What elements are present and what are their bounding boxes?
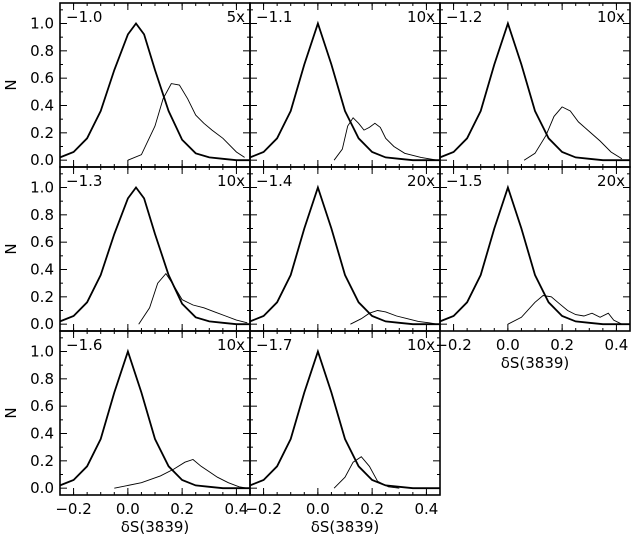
y-tick-label: 0.2 xyxy=(30,452,54,470)
y-tick-label: 0.2 xyxy=(30,124,54,142)
y-tick-label: 0.2 xyxy=(30,288,54,306)
y-tick-label: 1.0 xyxy=(30,179,54,197)
panel-label: −1.3 xyxy=(66,172,102,190)
panel-5 xyxy=(249,166,441,332)
panel-scale-label: 10x xyxy=(217,172,245,190)
panel-label: −1.1 xyxy=(256,8,292,26)
series-line-secondary xyxy=(114,458,248,489)
panel-4 xyxy=(59,166,251,332)
y-tick-label: 0.6 xyxy=(30,69,54,87)
series-line-secondary xyxy=(333,117,438,161)
x-axis-label: δS(3839) xyxy=(121,518,190,536)
series-line-main xyxy=(250,348,440,490)
panel-frame xyxy=(249,2,441,168)
panel-label: −1.6 xyxy=(66,336,102,354)
panel-scale-label: 10x xyxy=(407,336,435,354)
panel-label: −1.4 xyxy=(256,172,292,190)
x-tick-label: −0.2 xyxy=(245,500,281,518)
panel-frame xyxy=(59,166,251,332)
panel-label: −1.2 xyxy=(446,8,482,26)
x-tick-label: 0.0 xyxy=(496,336,520,354)
series-line-secondary xyxy=(127,83,245,161)
panel-scale-label: 10x xyxy=(597,8,625,26)
y-tick-label: 0.8 xyxy=(30,206,54,224)
y-tick-label: 0.8 xyxy=(30,42,54,60)
panel-2 xyxy=(249,2,441,168)
x-tick-label: 0.4 xyxy=(604,336,628,354)
panel-label: −1.5 xyxy=(446,172,482,190)
y-tick-label: 0.4 xyxy=(30,425,54,443)
panel-6 xyxy=(439,166,631,332)
panel-frame xyxy=(439,166,631,332)
y-tick-label: 0.0 xyxy=(30,315,54,333)
panel-scale-label: 20x xyxy=(597,172,625,190)
panel-3 xyxy=(439,2,631,168)
x-tick-label: 0.0 xyxy=(116,500,140,518)
panel-label: −1.0 xyxy=(66,8,102,26)
series-line-main xyxy=(250,184,440,326)
series-line-secondary xyxy=(507,295,623,325)
y-axis-label: N xyxy=(2,243,20,254)
y-axis-label: N xyxy=(2,407,20,418)
panel-frame xyxy=(59,2,251,168)
y-tick-label: 1.0 xyxy=(30,15,54,33)
x-tick-label: 0.4 xyxy=(224,500,248,518)
panel-8 xyxy=(249,330,441,496)
x-tick-label: 0.2 xyxy=(550,336,574,354)
series-line-main xyxy=(60,21,250,162)
x-tick-label: 0.0 xyxy=(306,500,330,518)
y-tick-label: 1.0 xyxy=(30,343,54,361)
series-line-main xyxy=(440,20,630,162)
panel-scale-label: 10x xyxy=(407,8,435,26)
series-line-secondary xyxy=(333,456,400,489)
x-axis-label: δS(3839) xyxy=(311,518,380,536)
series-line-main xyxy=(60,348,250,490)
x-tick-label: 0.4 xyxy=(414,500,438,518)
series-line-secondary xyxy=(523,106,623,161)
y-tick-label: 0.6 xyxy=(30,233,54,251)
panel-1 xyxy=(59,2,251,168)
y-tick-label: 0.4 xyxy=(30,261,54,279)
y-tick-label: 0.0 xyxy=(30,151,54,169)
x-axis-label: δS(3839) xyxy=(501,354,570,372)
x-tick-label: −0.2 xyxy=(435,336,471,354)
series-line-secondary xyxy=(138,272,248,325)
panel-scale-label: 5x xyxy=(227,8,246,26)
y-tick-label: 0.0 xyxy=(30,479,54,497)
y-tick-label: 0.6 xyxy=(30,397,54,415)
x-tick-label: 0.2 xyxy=(360,500,384,518)
panel-frame xyxy=(249,166,441,332)
series-line-secondary xyxy=(350,310,438,325)
series-line-main xyxy=(250,20,440,162)
x-tick-label: 0.2 xyxy=(170,500,194,518)
x-tick-label: −0.2 xyxy=(55,500,91,518)
y-tick-label: 0.8 xyxy=(30,370,54,388)
panel-scale-label: 20x xyxy=(407,172,435,190)
y-tick-label: 0.4 xyxy=(30,97,54,115)
panel-scale-label: 10x xyxy=(217,336,245,354)
panel-label: −1.7 xyxy=(256,336,292,354)
panel-frame xyxy=(249,330,441,496)
series-line-main xyxy=(440,184,630,326)
y-axis-label: N xyxy=(2,79,20,90)
series-line-main xyxy=(60,185,250,326)
panel-7 xyxy=(59,330,251,496)
panel-frame xyxy=(59,330,251,496)
